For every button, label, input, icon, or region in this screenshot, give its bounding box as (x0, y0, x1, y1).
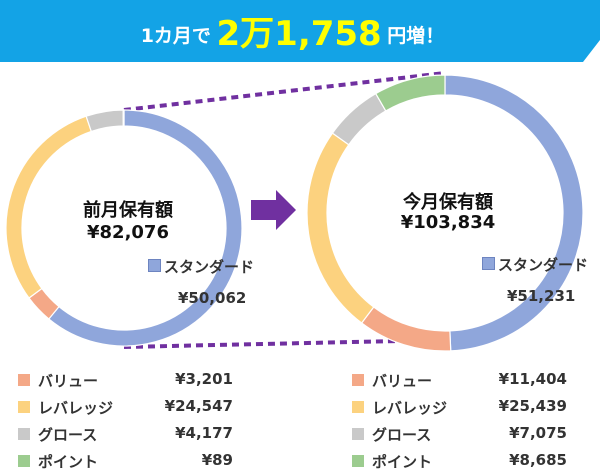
prev-center-title: 前月保有額 (83, 200, 173, 221)
connector-lines (123, 71, 446, 349)
prev-slice-growth (85, 109, 124, 133)
curr-slice-growth (331, 92, 387, 146)
legend-swatch-leverage (352, 401, 364, 413)
prev-standard-label: スタンダード (148, 256, 254, 277)
curr-slice-leverage (306, 132, 375, 324)
curr-standard-label: スタンダード (482, 254, 588, 275)
legend-swatch-leverage (18, 401, 30, 413)
legend-swatch-growth (352, 428, 364, 440)
banner-text-after: 円増！ (387, 25, 445, 47)
prev-standard-value: ¥50,062 (178, 289, 247, 307)
curr-standard-value: ¥51,231 (507, 287, 576, 305)
connector-bottom (123, 338, 446, 349)
legend-previous: バリュー ¥3,201 レバレッジ ¥24,547 グロース ¥4,177 ポイ… (18, 367, 233, 475)
legend-current: バリュー ¥11,404 レバレッジ ¥25,439 グロース ¥7,075 ポ… (352, 367, 567, 475)
prev-center-total: ¥82,076 (87, 222, 169, 243)
connector-top (123, 71, 446, 112)
legend-swatch-point (18, 455, 30, 467)
curr-slice-point (374, 74, 446, 112)
legend-item-value: バリュー ¥3,201 (18, 367, 233, 394)
banner-amount: 2万1,758 (216, 14, 382, 54)
legend-swatch-value (352, 374, 364, 386)
arrow-icon (251, 190, 296, 230)
donut-previous-month (5, 109, 243, 347)
legend-item-leverage: レバレッジ ¥25,439 (352, 394, 567, 421)
legend-swatch-standard (482, 257, 495, 270)
curr-slice-value (360, 306, 452, 352)
banner-shape (0, 0, 600, 62)
curr-center-total: ¥103,834 (400, 212, 496, 233)
donut-current-month (306, 74, 584, 352)
legend-item-leverage: レバレッジ ¥24,547 (18, 394, 233, 421)
legend-swatch-growth (18, 428, 30, 440)
banner-headline: 1カ月で 2万1,758 円増！ (0, 6, 585, 55)
banner: 1カ月で 2万1,758 円増！ (0, 0, 600, 62)
legend-swatch-standard (148, 259, 161, 272)
legend-item-growth: グロース ¥7,075 (352, 421, 567, 448)
legend-swatch-value (18, 374, 30, 386)
legend-swatch-point (352, 455, 364, 467)
banner-text-before: 1カ月で (140, 25, 211, 47)
prev-slice-point (122, 109, 125, 127)
legend-item-point: ポイント ¥8,685 (352, 448, 567, 475)
legend-item-growth: グロース ¥4,177 (18, 421, 233, 448)
legend-item-value: バリュー ¥11,404 (352, 367, 567, 394)
curr-center-title: 今月保有額 (403, 192, 493, 213)
legend-item-point: ポイント ¥89 (18, 448, 233, 475)
